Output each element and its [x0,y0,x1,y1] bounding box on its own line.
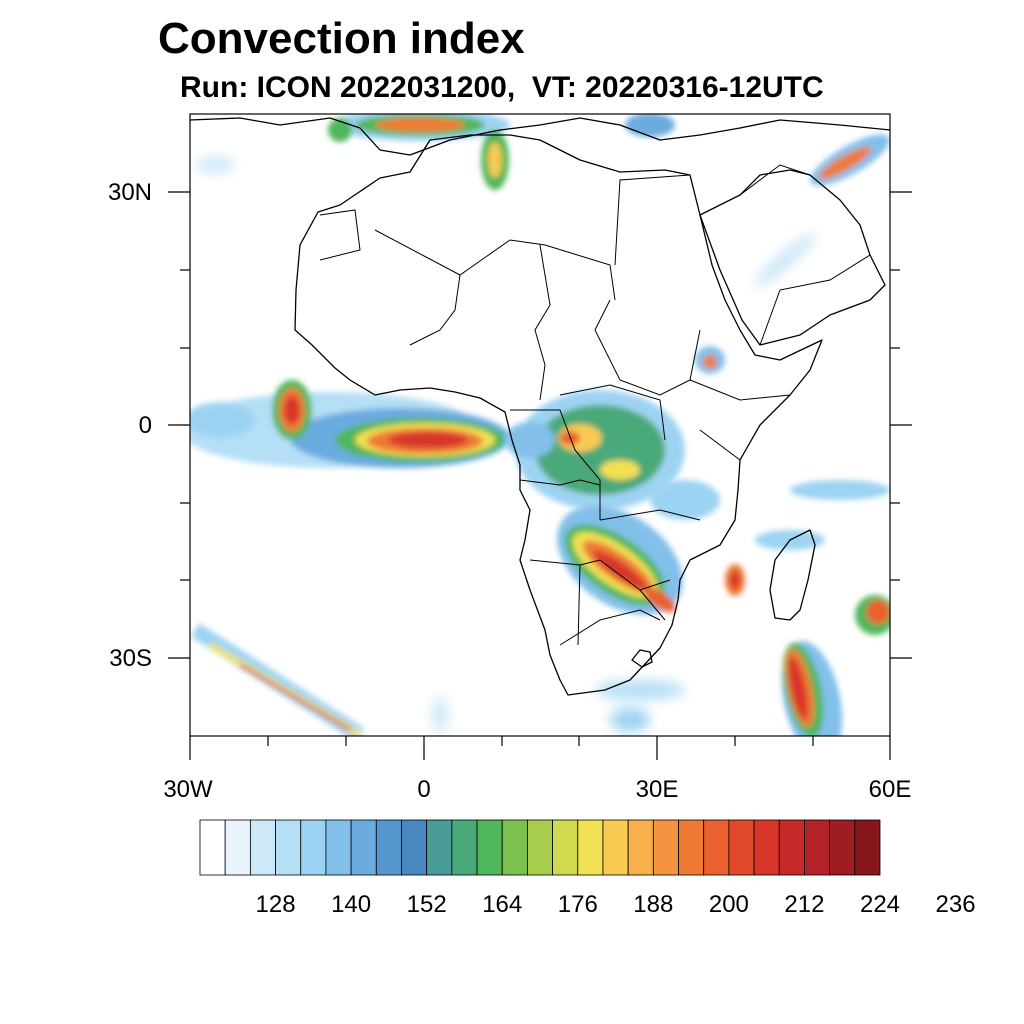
europe-coast [190,117,890,156]
colorbar-swatch [249,819,276,876]
colorbar-swatch [501,819,528,876]
axis-ticks [168,191,912,760]
madagascar [769,529,816,621]
colorbar-swatch [652,819,679,876]
convection-field [190,114,890,736]
colorbar-tick-label: 224 [860,891,900,918]
colorbar-swatch [728,819,755,876]
colorbar-swatch [854,819,881,876]
colorbar-swatch [375,819,402,876]
chart-subtitle: Run: ICON 2022031200, VT: 20220316-12UTC [180,71,824,104]
lon-label-0: 0 [417,776,430,803]
colorbar-swatch [778,819,805,876]
lon-label-60e: 60E [869,776,912,803]
colorbar-swatch [199,819,226,876]
country-borders [319,164,871,646]
colorbar-tick-label: 164 [482,891,522,918]
colorbar-swatch [602,819,629,876]
lat-label-30s: 30S [109,645,152,672]
colorbar-swatch [753,819,780,876]
colorbar-tick-label: 128 [256,891,296,918]
colorbar-tick-label: 212 [784,891,824,918]
colorbar-swatch [527,819,553,876]
colorbar-tick-label: 140 [331,891,371,918]
itcz-band [190,380,510,468]
colorbar-swatch [350,819,377,876]
colorbar-swatch [401,819,428,876]
colorbar-swatch [577,819,604,876]
atlantic-front [190,623,365,736]
colorbar-swatch [275,819,302,876]
arabia-coastline [699,169,886,346]
colorbar-swatch [426,819,453,876]
colorbar-tick-label: 152 [407,891,447,918]
lat-label-30n: 30N [108,179,152,206]
chart-title: Convection index [158,14,525,63]
congo-convection [505,390,685,510]
colorbar-tick-label: 236 [936,891,976,918]
colorbar-swatch [703,819,730,876]
coastlines [190,117,890,696]
lon-label-30w: 30W [163,776,213,803]
colorbar-swatch [224,819,251,876]
colorbar-swatch [451,819,478,876]
africa-coastline [294,134,823,696]
colorbar-swatch [552,819,579,876]
colorbar-swatch [476,819,503,876]
colorbar-swatch [829,819,856,876]
colorbar-swatch [804,819,831,876]
scattered-cells [195,157,817,733]
colorbar-swatch [325,819,352,876]
colorbar-tick-label: 188 [633,891,673,918]
colorbar-tick-label: 200 [709,891,749,918]
colorbar-swatch [627,819,654,876]
lon-label-30e: 30E [636,776,679,803]
colorbar [199,819,881,876]
colorbar-tick-label: 176 [558,891,598,918]
lat-label-0: 0 [139,412,152,439]
colorbar-labels: 128 140 152 164 176 188 200 212 224 236 [256,891,976,918]
colorbar-swatch [300,819,327,876]
colorbar-swatch [678,819,705,876]
lesotho [631,649,653,668]
southern-africa-convection [557,480,720,615]
indian-ocean-convection [725,480,890,736]
